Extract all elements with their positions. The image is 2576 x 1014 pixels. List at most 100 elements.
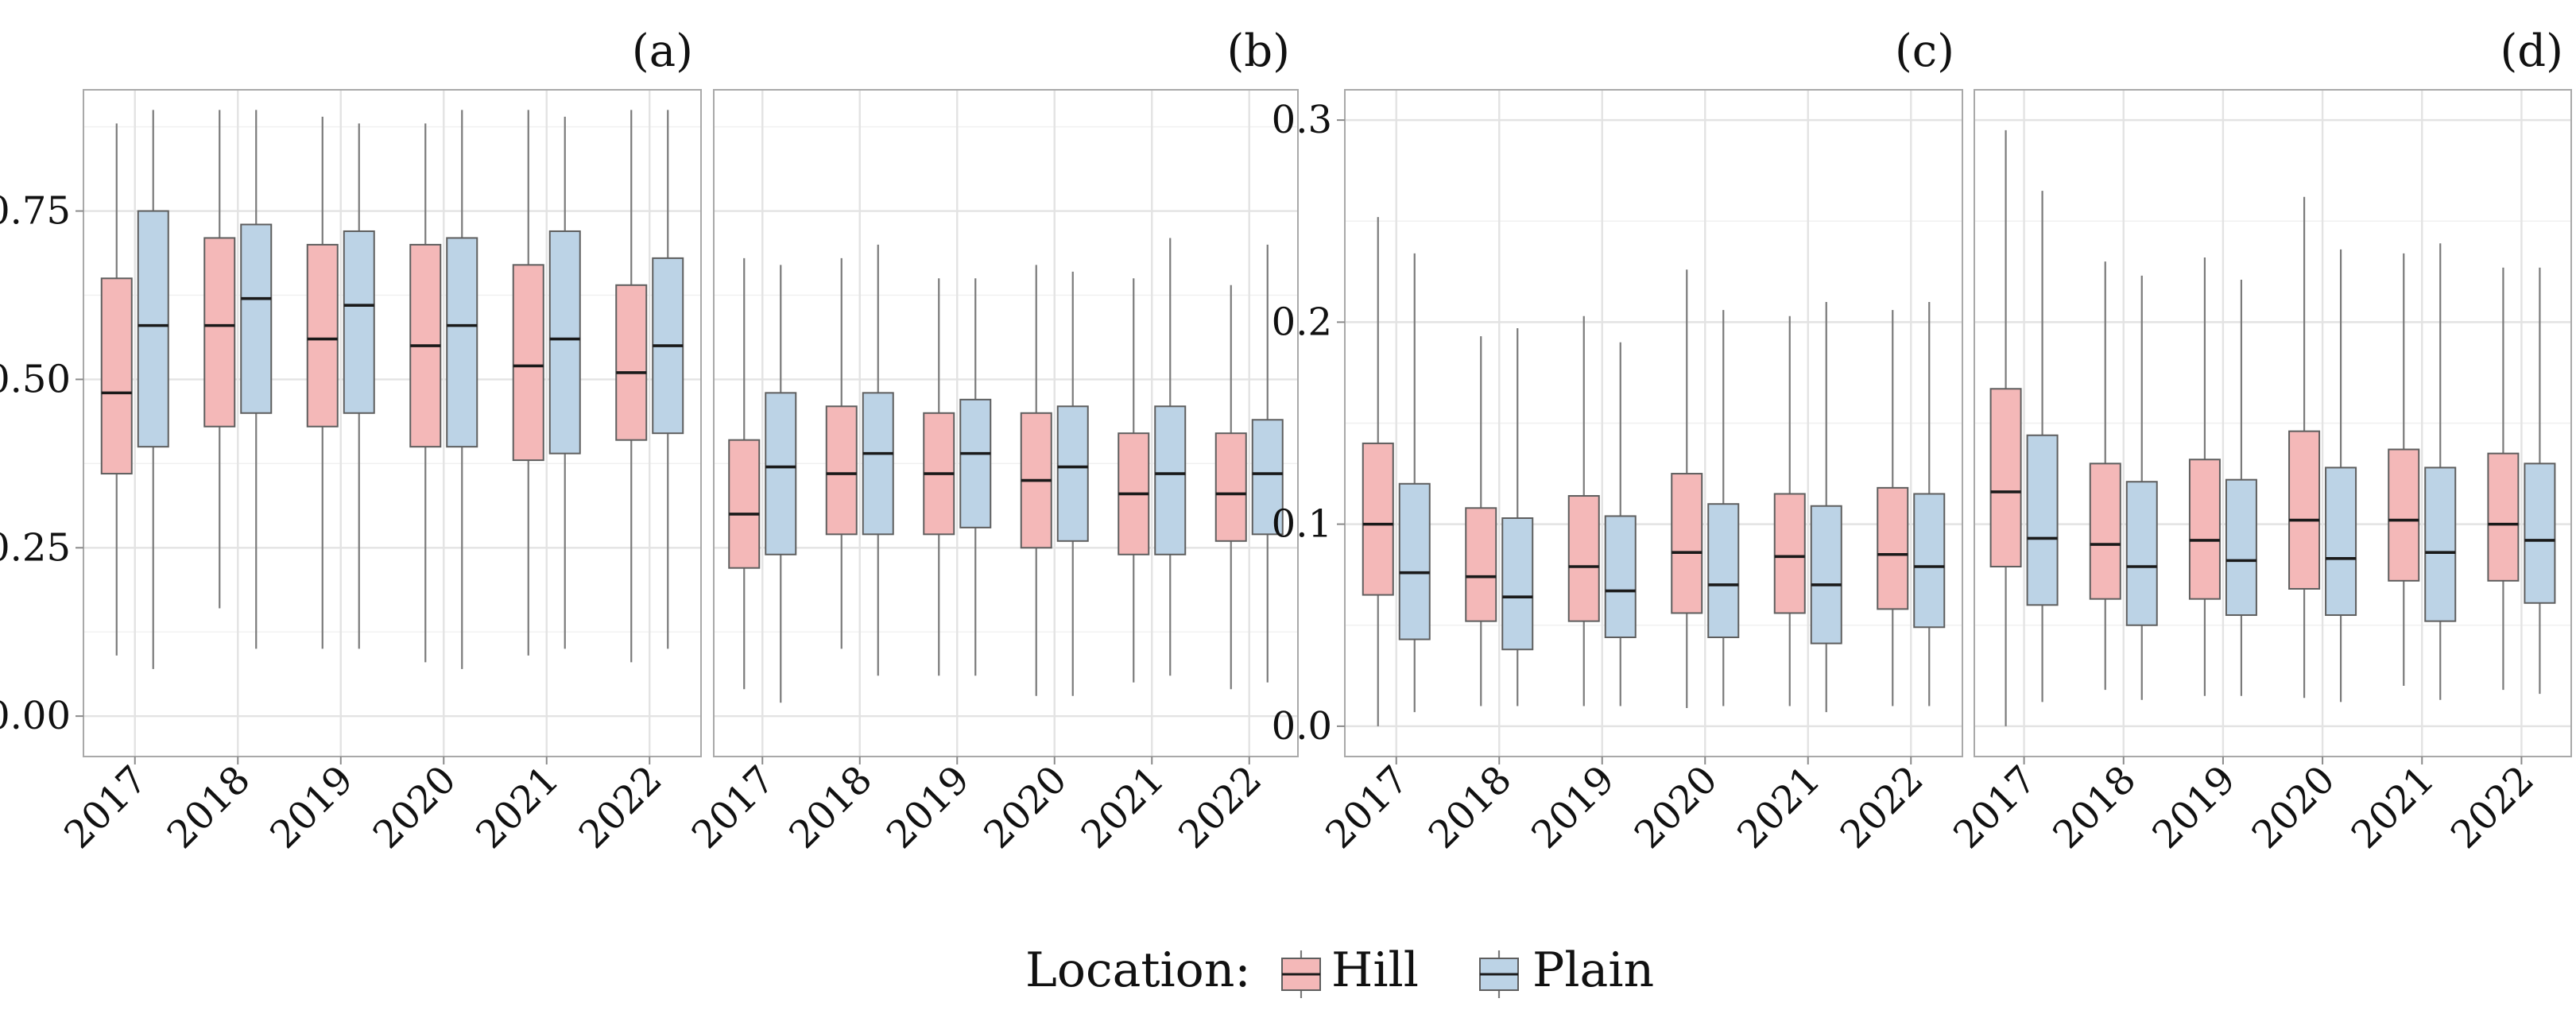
box-plain-2020 xyxy=(446,110,478,669)
x-tick-label: 2022 xyxy=(571,757,671,857)
series-plain xyxy=(137,110,684,669)
box-hill-2017 xyxy=(100,123,133,656)
box-iqr xyxy=(2288,430,2321,590)
series-hill xyxy=(1989,130,2520,726)
x-tick-label: 2020 xyxy=(1626,757,1726,857)
box-iqr xyxy=(1707,503,1740,638)
box-iqr xyxy=(240,223,273,414)
box-iqr xyxy=(2225,478,2257,617)
x-tick-label: 2022 xyxy=(1832,757,1932,857)
x-tick-label: 2020 xyxy=(975,757,1075,857)
panel-a: (a) 0.00 0.25 0.50 0.75 201720182019202020212… xyxy=(0,25,702,857)
x-tick-label: 2022 xyxy=(1170,757,1270,857)
legend: Location: Hill Plain xyxy=(1025,942,1654,998)
box-iqr xyxy=(1773,493,1806,614)
box-plain-2018 xyxy=(2125,275,2158,700)
panel-label: (d) xyxy=(2500,25,2563,77)
x-tick-label: 2018 xyxy=(1420,757,1520,857)
box-hill-2020 xyxy=(409,123,442,663)
box-iqr xyxy=(2125,481,2158,626)
box-iqr xyxy=(100,277,133,475)
box-hill-2019 xyxy=(306,116,339,649)
x-tick-label: 2019 xyxy=(261,757,362,857)
x-tick-label: 2017 xyxy=(1945,757,2045,857)
box-iqr xyxy=(548,230,581,455)
x-tick-label: 2021 xyxy=(1073,757,1173,857)
box-plain-2022 xyxy=(2524,267,2556,695)
panel-border xyxy=(83,89,702,757)
box-hill-2020 xyxy=(1020,265,1052,696)
box-iqr xyxy=(1465,507,1497,622)
box-iqr xyxy=(1251,419,1284,536)
x-tick-label: 2019 xyxy=(878,757,978,857)
x-tick-label: 2021 xyxy=(1729,757,1829,857)
box-iqr xyxy=(959,398,992,528)
legend-label-hill: Hill xyxy=(1331,942,1419,998)
panel-border xyxy=(1344,89,1963,757)
box-plain-2017 xyxy=(137,110,169,669)
x-tick-label: 2019 xyxy=(1523,757,1623,857)
panel-background xyxy=(714,90,1298,757)
box-plain-2021 xyxy=(548,116,581,649)
series-hill xyxy=(1362,217,1909,726)
box-hill-2020 xyxy=(2288,196,2321,699)
box-iqr xyxy=(1877,486,1909,610)
box-hill-2018 xyxy=(2089,261,2121,691)
box-iqr xyxy=(1989,388,2022,568)
panel-label: (b) xyxy=(1226,25,1290,77)
box-hill-2017 xyxy=(1362,217,1394,726)
box-iqr xyxy=(1214,432,1247,542)
box-plain-2017 xyxy=(1398,253,1431,713)
box-hill-2018 xyxy=(203,110,236,609)
box-hill-2018 xyxy=(1465,336,1497,706)
y-tick-label: 0.50 xyxy=(0,357,71,401)
box-iqr xyxy=(1567,495,1600,622)
box-iqr xyxy=(1810,505,1842,644)
y-tick-label: 0.00 xyxy=(0,694,71,738)
box-iqr xyxy=(2524,462,2556,604)
x-tick-label: 2021 xyxy=(467,757,567,857)
box-hill-2017 xyxy=(1989,130,2022,726)
legend-label-plain: Plain xyxy=(1532,942,1654,998)
box-plain-2019 xyxy=(343,123,375,649)
box-plain-2022 xyxy=(1913,301,1946,706)
box-plain-2019 xyxy=(2225,279,2257,696)
box-plain-2020 xyxy=(1056,271,1089,696)
box-plain-2021 xyxy=(1154,238,1187,676)
box-plain-2017 xyxy=(2026,191,2059,702)
box-plain-2019 xyxy=(1604,342,1637,706)
y-tick-label: 0.2 xyxy=(1272,300,1332,344)
panel-c: (c) 0.0 0.1 0.2 0.3 2017 2018 2019 2020 2021 2022 xyxy=(1272,25,1963,857)
box-iqr xyxy=(1056,405,1089,542)
panel-label: (c) xyxy=(1895,25,1954,77)
y-tick-label: 0.25 xyxy=(0,525,71,570)
box-hill-2020 xyxy=(1671,269,1703,708)
panel-background xyxy=(83,90,701,757)
x-tick-label: 2022 xyxy=(2442,757,2543,857)
legend-key-plain xyxy=(1479,950,1519,998)
x-tick-label: 2017 xyxy=(1317,757,1417,857)
box-iqr xyxy=(2487,452,2520,582)
y-tick-label: 0.75 xyxy=(0,189,71,234)
box-hill-2021 xyxy=(2388,253,2420,687)
box-plain-2022 xyxy=(1251,244,1284,683)
x-tick-label: 2020 xyxy=(365,757,465,857)
box-iqr xyxy=(765,392,797,555)
box-iqr xyxy=(1913,493,1946,629)
box-iqr xyxy=(306,243,339,428)
box-plain-2020 xyxy=(2325,249,2357,702)
box-iqr xyxy=(2388,448,2420,582)
y-tick-label: 0.1 xyxy=(1272,502,1332,547)
panel-label: (a) xyxy=(632,25,693,77)
box-iqr xyxy=(446,237,478,448)
box-plain-2018 xyxy=(1501,328,1534,706)
box-plain-2021 xyxy=(2424,243,2457,700)
box-hill-2018 xyxy=(825,257,858,649)
box-plain-2018 xyxy=(240,110,273,649)
box-iqr xyxy=(1501,517,1534,651)
box-hill-2017 xyxy=(728,257,761,690)
box-iqr xyxy=(1154,405,1187,555)
box-iqr xyxy=(1671,473,1703,614)
box-iqr xyxy=(728,439,761,569)
